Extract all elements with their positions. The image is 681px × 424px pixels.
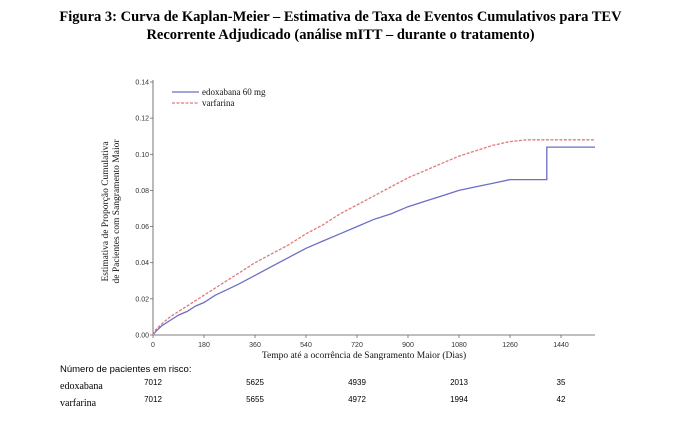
x-axis-title: Tempo até a ocorrência de Sangramento Ma…	[262, 350, 466, 361]
series-layer	[152, 139, 595, 336]
x-tick-label: 540	[300, 342, 312, 349]
y-tick-label: 0.14	[135, 80, 149, 87]
x-tick-label: 1440	[553, 342, 569, 349]
y-tick-label: 0.04	[135, 260, 149, 267]
title-line-1: Figura 3: Curva de Kaplan-Meier – Estima…	[59, 9, 622, 25]
title-line-2: Recorrente Adjudicado (análise mITT – du…	[146, 27, 535, 43]
y-tick-label: 0.08	[135, 188, 149, 195]
legend-label: varfarina	[202, 98, 234, 108]
series-line-edoxabana	[152, 146, 595, 336]
series-line-varfarina	[152, 139, 595, 336]
legend-label: edoxabana 60 mg	[202, 87, 266, 97]
y-tick-label: 0.10	[135, 152, 149, 159]
y-axis-title-line: de Pacientes com Sangramento Maior	[112, 139, 122, 284]
x-tick-label: 1260	[502, 342, 518, 349]
x-tick-label: 720	[351, 342, 363, 349]
x-tick-label: 1080	[451, 342, 467, 349]
y-tick-label: 0.00	[135, 333, 149, 340]
y-tick-label: 0.06	[135, 224, 149, 231]
y-axis-title-line: Estimativa de Proporção Cumulativa	[101, 141, 111, 282]
y-tick-label: 0.12	[135, 116, 149, 123]
x-tick-label: 900	[402, 342, 414, 349]
y-tick-label: 0.02	[135, 296, 149, 303]
y-axis-title: Estimativa de Proporção Cumulativade Pac…	[101, 139, 122, 284]
figure-title: Figura 3: Curva de Kaplan-Meier – Estima…	[0, 8, 681, 44]
x-tick-label: 180	[198, 342, 210, 349]
axes-layer: 0.00 0.02 0.04 0.06 0.08 0.10 0.12 0.14 0 180 360 5…	[101, 80, 595, 361]
x-tick-label: 0	[151, 342, 155, 349]
x-tick-label: 360	[249, 342, 261, 349]
